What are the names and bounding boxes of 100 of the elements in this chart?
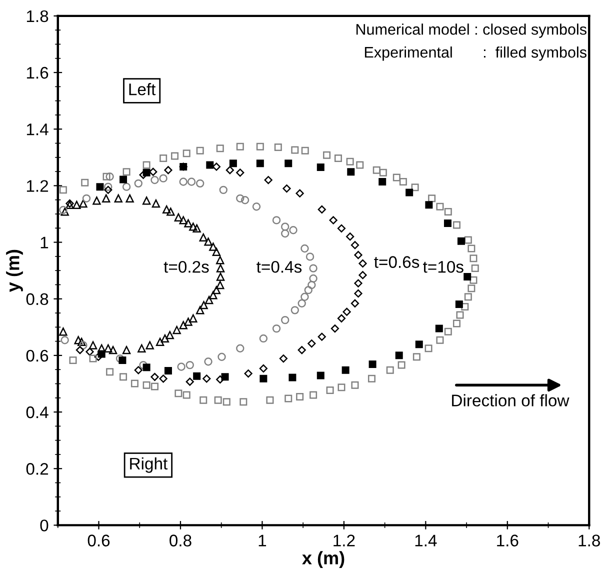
point	[122, 346, 131, 354]
y-tick-label: 1.4	[26, 124, 48, 136]
point	[106, 172, 114, 181]
point	[174, 213, 183, 222]
y-tick-label: 1	[40, 236, 48, 248]
point	[342, 366, 350, 374]
point	[244, 369, 252, 378]
point	[309, 274, 318, 283]
point	[179, 216, 188, 224]
point	[104, 186, 112, 194]
point	[104, 182, 112, 191]
series-label: t=0.6s	[374, 256, 420, 268]
point	[88, 341, 98, 350]
point	[79, 199, 88, 208]
annotation: Right	[130, 457, 168, 473]
point	[216, 375, 224, 384]
point	[146, 341, 154, 350]
point	[435, 324, 443, 332]
point	[272, 324, 281, 333]
point	[206, 161, 214, 169]
point	[300, 244, 309, 253]
point	[212, 286, 221, 294]
x-tick-label: 1.2	[334, 534, 355, 546]
point	[281, 229, 290, 238]
point	[166, 330, 174, 340]
point	[108, 346, 118, 354]
point	[306, 252, 314, 261]
point	[415, 340, 423, 348]
point	[358, 259, 367, 268]
point	[316, 372, 324, 380]
point	[139, 360, 148, 370]
y-tick-label: 1.6	[26, 66, 48, 79]
point	[72, 200, 81, 210]
point	[216, 272, 225, 281]
point	[179, 178, 188, 186]
series-label: t=0.4s	[256, 260, 302, 273]
point	[354, 279, 362, 288]
point	[196, 306, 204, 314]
point	[104, 344, 112, 352]
point	[279, 354, 288, 363]
point	[150, 176, 159, 184]
point	[350, 241, 360, 250]
point	[179, 321, 188, 330]
point	[329, 216, 338, 224]
point	[236, 194, 244, 203]
point	[308, 339, 316, 348]
point	[260, 374, 268, 382]
point	[226, 166, 234, 174]
y-tick-label: 0.6	[26, 350, 48, 362]
point	[236, 344, 244, 352]
series-label: t=0.2s	[164, 260, 209, 273]
point	[259, 364, 268, 373]
point	[218, 352, 226, 361]
point	[300, 292, 309, 301]
x-tick-label: 1.8	[578, 534, 600, 546]
point	[187, 178, 196, 186]
point	[184, 318, 192, 326]
point	[337, 224, 346, 232]
point	[138, 344, 146, 352]
point	[316, 164, 324, 172]
point	[60, 336, 69, 344]
point	[264, 176, 272, 184]
point	[204, 358, 212, 366]
point	[102, 194, 110, 203]
y-tick-label: 1.2	[26, 180, 48, 192]
point	[204, 238, 212, 246]
point	[281, 316, 290, 324]
point	[337, 314, 346, 322]
point	[98, 344, 106, 352]
point	[118, 356, 126, 364]
point	[354, 289, 362, 298]
point	[172, 326, 181, 334]
point	[216, 264, 225, 272]
point	[209, 242, 218, 251]
point	[298, 346, 306, 354]
point	[79, 341, 88, 350]
x-axis-title: x (m)	[302, 551, 344, 568]
point	[296, 189, 304, 198]
point	[304, 286, 312, 294]
point	[236, 168, 244, 177]
y-axis-title: y (m)	[6, 250, 23, 292]
point	[92, 196, 101, 205]
point	[164, 166, 172, 174]
point	[259, 334, 268, 343]
point	[159, 174, 168, 182]
point	[189, 314, 198, 322]
point	[347, 168, 355, 176]
point	[116, 354, 124, 363]
point	[114, 194, 122, 203]
point	[76, 346, 84, 354]
point	[162, 205, 171, 214]
point	[159, 374, 168, 383]
y-tick-label: 0.8	[26, 293, 48, 306]
point	[358, 271, 367, 280]
point	[272, 216, 281, 224]
point	[77, 338, 86, 346]
point	[318, 332, 326, 341]
point	[219, 186, 228, 194]
x-tick-label: 0.6	[88, 534, 110, 546]
point	[309, 264, 318, 272]
